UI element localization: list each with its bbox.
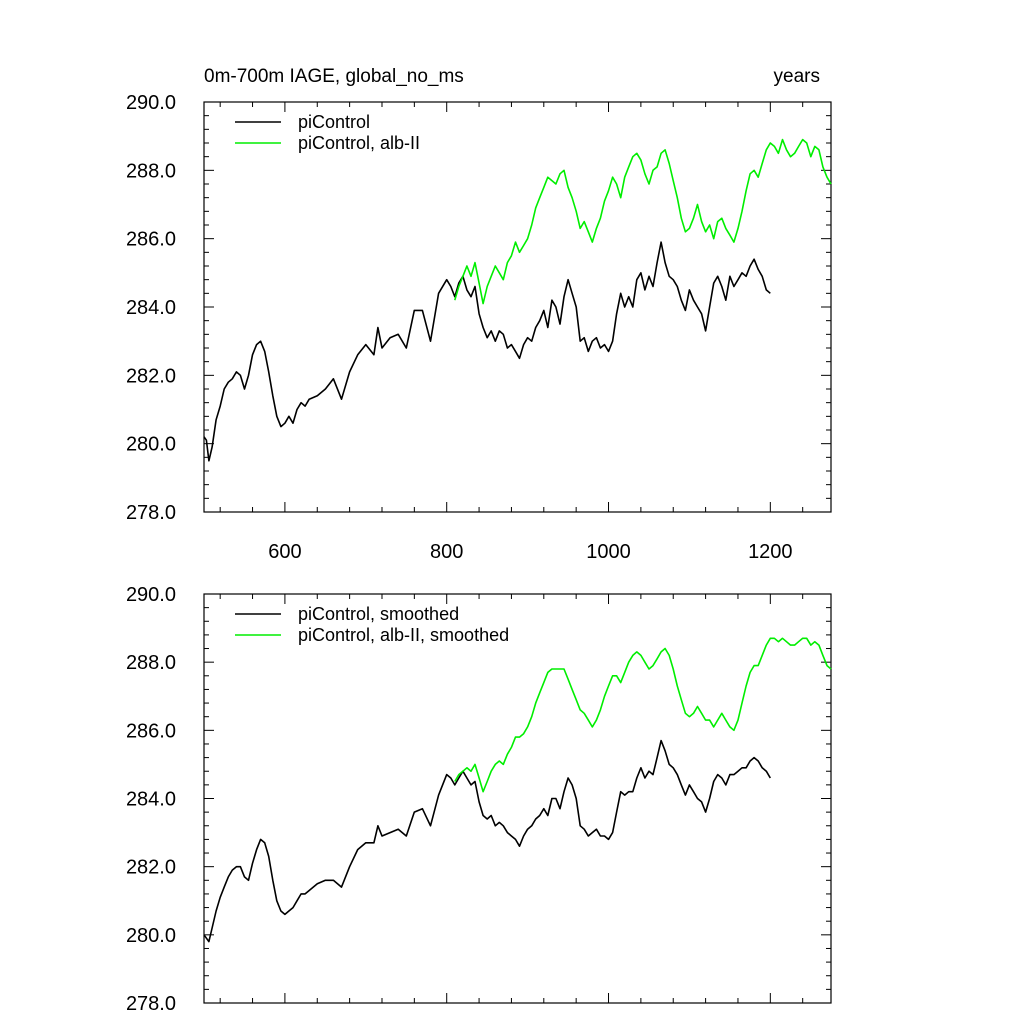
figure-title: 0m-700m IAGE, global_no_ms [204,66,464,87]
legend-label: piControl, smoothed [298,604,459,624]
y-tick-label: 280.0 [126,925,176,947]
x-tick-label: 1200 [748,541,793,563]
y-tick-label: 282.0 [126,857,176,879]
series-line-picontrol [203,241,771,462]
y-tick-label: 284.0 [126,789,176,811]
series-line-alb-ii [454,637,832,793]
y-tick-label: 278.0 [126,502,176,524]
legend-label: piControl [298,112,370,132]
series-line-alb-ii [454,138,832,305]
y-tick-label: 290.0 [126,92,176,114]
y-tick-label: 284.0 [126,297,176,319]
figure-units-label: years [774,66,820,87]
x-tick-label: 1000 [586,541,631,563]
series-line-picontrol [203,739,771,943]
bottom-panel: 278.0 280.0 282.0 284.0 286.0 288.0 290.0 piCon… [126,584,832,1015]
y-tick-label: 288.0 [126,160,176,182]
y-tick-label: 290.0 [126,584,176,606]
top-panel: 278.0 280.0 282.0 284.0 286.0 288.0 290.0 600 80… [126,92,832,563]
y-tick-label: 280.0 [126,434,176,456]
x-tick-label: 600 [268,541,301,563]
legend-label: piControl, alb-II, smoothed [298,625,509,645]
y-tick-label: 282.0 [126,365,176,387]
plot-frame [203,593,832,1004]
y-tick-label: 286.0 [126,229,176,251]
y-tick-label: 286.0 [126,720,176,742]
plot-frame [203,101,832,513]
x-tick-label: 800 [430,541,463,563]
legend-label: piControl, alb-II [298,133,420,153]
y-tick-label: 278.0 [126,993,176,1015]
y-tick-label: 288.0 [126,652,176,674]
